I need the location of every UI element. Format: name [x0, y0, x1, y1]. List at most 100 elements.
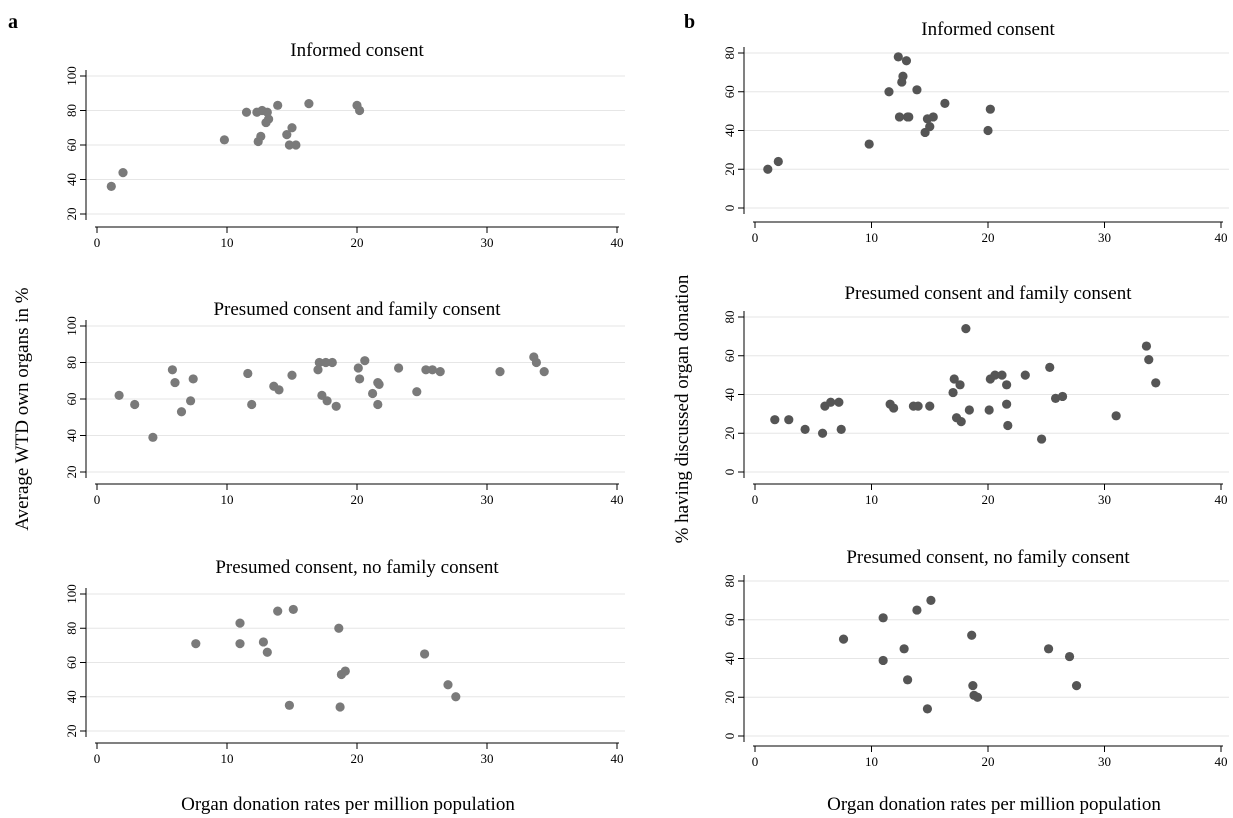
data-point	[904, 112, 914, 122]
data-point	[763, 164, 773, 174]
y-tick-label: 40	[722, 124, 737, 137]
data-point	[421, 365, 431, 375]
data-point	[925, 122, 935, 132]
data-point	[322, 396, 332, 406]
panel-b-y-axis-label: % having discussed organ donation	[672, 274, 693, 543]
plot-panel-a-3: Presumed consent, no family consent 20 40 6…	[64, 557, 625, 766]
data-point	[990, 370, 1000, 380]
data-point	[817, 428, 828, 438]
x-tick-label: 20	[351, 492, 364, 507]
data-point	[274, 385, 284, 395]
data-point	[241, 107, 252, 117]
data-point	[1036, 434, 1047, 444]
y-tick-label: 60	[722, 349, 737, 362]
y-tick-label: 20	[64, 725, 79, 738]
panel-b-letter: b	[684, 11, 695, 33]
data-point	[1043, 644, 1054, 654]
panel-a-x-axis-label: Organ donation rates per million populat…	[181, 794, 515, 815]
plot-title: Presumed consent, no family consent	[215, 557, 499, 578]
x-tick-label: 40	[611, 492, 624, 507]
data-point	[188, 374, 198, 384]
y-tick-label: 60	[722, 85, 737, 98]
x-tick-label: 30	[1098, 492, 1111, 507]
data-point	[1071, 681, 1082, 691]
x-tick-label: 30	[1098, 754, 1111, 769]
data-point	[258, 637, 268, 647]
data-point	[374, 379, 384, 389]
data-point	[443, 680, 453, 690]
data-point	[327, 357, 337, 368]
data-point	[288, 604, 298, 615]
data-point	[353, 363, 363, 373]
y-tick-label: 0	[722, 733, 737, 740]
data-point	[884, 87, 894, 97]
data-point	[912, 605, 922, 615]
y-tick-label: 40	[64, 173, 79, 186]
data-point	[985, 104, 995, 114]
data-point	[955, 380, 965, 390]
data-point	[186, 396, 196, 406]
data-point	[972, 692, 983, 702]
x-tick-label: 30	[481, 751, 494, 766]
plot-panel-b-2: Presumed consent and family consent 0 20 40…	[722, 283, 1229, 507]
data-point	[1144, 355, 1154, 365]
x-tick-label: 0	[752, 230, 759, 245]
y-tick-label: 40	[64, 429, 79, 442]
data-point	[495, 367, 505, 377]
data-point	[360, 356, 370, 366]
data-point	[114, 390, 124, 400]
data-point	[373, 399, 383, 410]
data-point	[912, 85, 922, 95]
data-point	[394, 363, 404, 373]
x-tick-label: 20	[982, 230, 995, 245]
data-point	[961, 324, 971, 334]
data-point	[1045, 362, 1055, 372]
data-point	[264, 114, 274, 124]
data-point	[1111, 411, 1121, 421]
data-point	[355, 374, 365, 384]
x-tick-label: 0	[94, 235, 101, 250]
data-point	[838, 634, 849, 644]
data-point	[284, 700, 294, 710]
data-point	[922, 704, 933, 714]
data-point	[948, 387, 958, 398]
data-point	[262, 107, 272, 117]
y-tick-label: 0	[722, 205, 737, 212]
data-point	[784, 415, 794, 425]
data-point	[287, 370, 297, 380]
data-point	[304, 99, 314, 109]
data-point	[191, 639, 201, 649]
y-tick-label: 80	[64, 356, 79, 369]
data-point	[273, 100, 283, 110]
y-tick-label: 80	[722, 575, 737, 588]
data-point	[176, 407, 187, 417]
y-tick-label: 40	[722, 388, 737, 401]
data-point	[1064, 651, 1075, 662]
data-point	[1020, 370, 1030, 380]
data-point	[1002, 380, 1012, 390]
y-tick-label: 20	[722, 163, 737, 176]
x-tick-label: 40	[1215, 492, 1228, 507]
panel-a-y-axis-label: Average WTD own organs in %	[12, 287, 33, 530]
data-point	[925, 401, 935, 411]
x-tick-label: 30	[481, 235, 494, 250]
x-tick-label: 10	[865, 754, 878, 769]
data-point	[928, 112, 938, 122]
data-point	[355, 105, 365, 116]
x-tick-label: 10	[865, 230, 878, 245]
y-tick-label: 80	[64, 104, 79, 117]
data-point	[247, 399, 257, 410]
data-point	[913, 401, 923, 411]
plot-title: Informed consent	[921, 19, 1055, 40]
data-point	[1141, 341, 1152, 351]
data-point	[262, 647, 272, 657]
x-tick-label: 30	[1098, 230, 1111, 245]
y-tick-label: 20	[722, 427, 737, 440]
x-tick-label: 0	[752, 754, 759, 769]
data-point	[340, 666, 350, 676]
x-tick-label: 30	[481, 492, 494, 507]
plot-panel-a-1: Informed consent 20 40 60 80 100 0 10 20 30 40	[64, 40, 625, 250]
data-point	[118, 168, 128, 178]
data-point	[984, 405, 994, 415]
